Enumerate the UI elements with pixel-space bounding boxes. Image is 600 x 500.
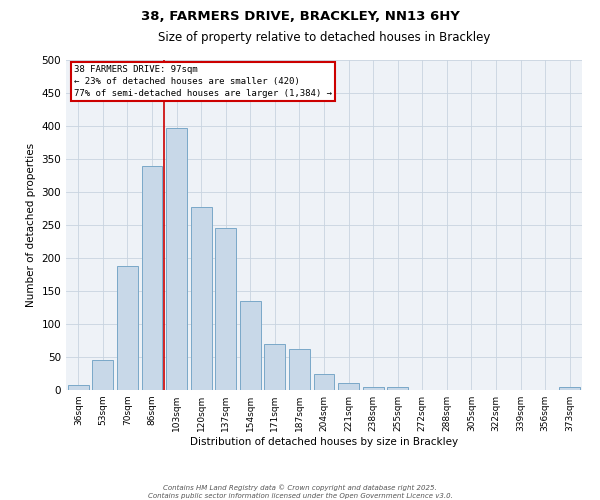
- Text: 38, FARMERS DRIVE, BRACKLEY, NN13 6HY: 38, FARMERS DRIVE, BRACKLEY, NN13 6HY: [140, 10, 460, 23]
- Bar: [215, 228, 236, 390]
- Bar: [92, 360, 113, 390]
- Bar: [117, 266, 138, 390]
- Bar: [191, 206, 212, 390]
- Y-axis label: Number of detached properties: Number of detached properties: [26, 143, 36, 307]
- Bar: [142, 166, 163, 390]
- Bar: [166, 128, 187, 390]
- Bar: [265, 344, 286, 390]
- Bar: [314, 374, 334, 390]
- Text: Contains HM Land Registry data © Crown copyright and database right 2025.
Contai: Contains HM Land Registry data © Crown c…: [148, 484, 452, 499]
- Bar: [387, 386, 408, 390]
- Bar: [240, 301, 261, 390]
- Bar: [362, 386, 383, 390]
- Bar: [68, 384, 89, 390]
- Bar: [289, 349, 310, 390]
- Title: Size of property relative to detached houses in Brackley: Size of property relative to detached ho…: [158, 30, 490, 44]
- Bar: [338, 382, 359, 390]
- X-axis label: Distribution of detached houses by size in Brackley: Distribution of detached houses by size …: [190, 437, 458, 447]
- Bar: [559, 388, 580, 390]
- Text: 38 FARMERS DRIVE: 97sqm
← 23% of detached houses are smaller (420)
77% of semi-d: 38 FARMERS DRIVE: 97sqm ← 23% of detache…: [74, 65, 332, 98]
